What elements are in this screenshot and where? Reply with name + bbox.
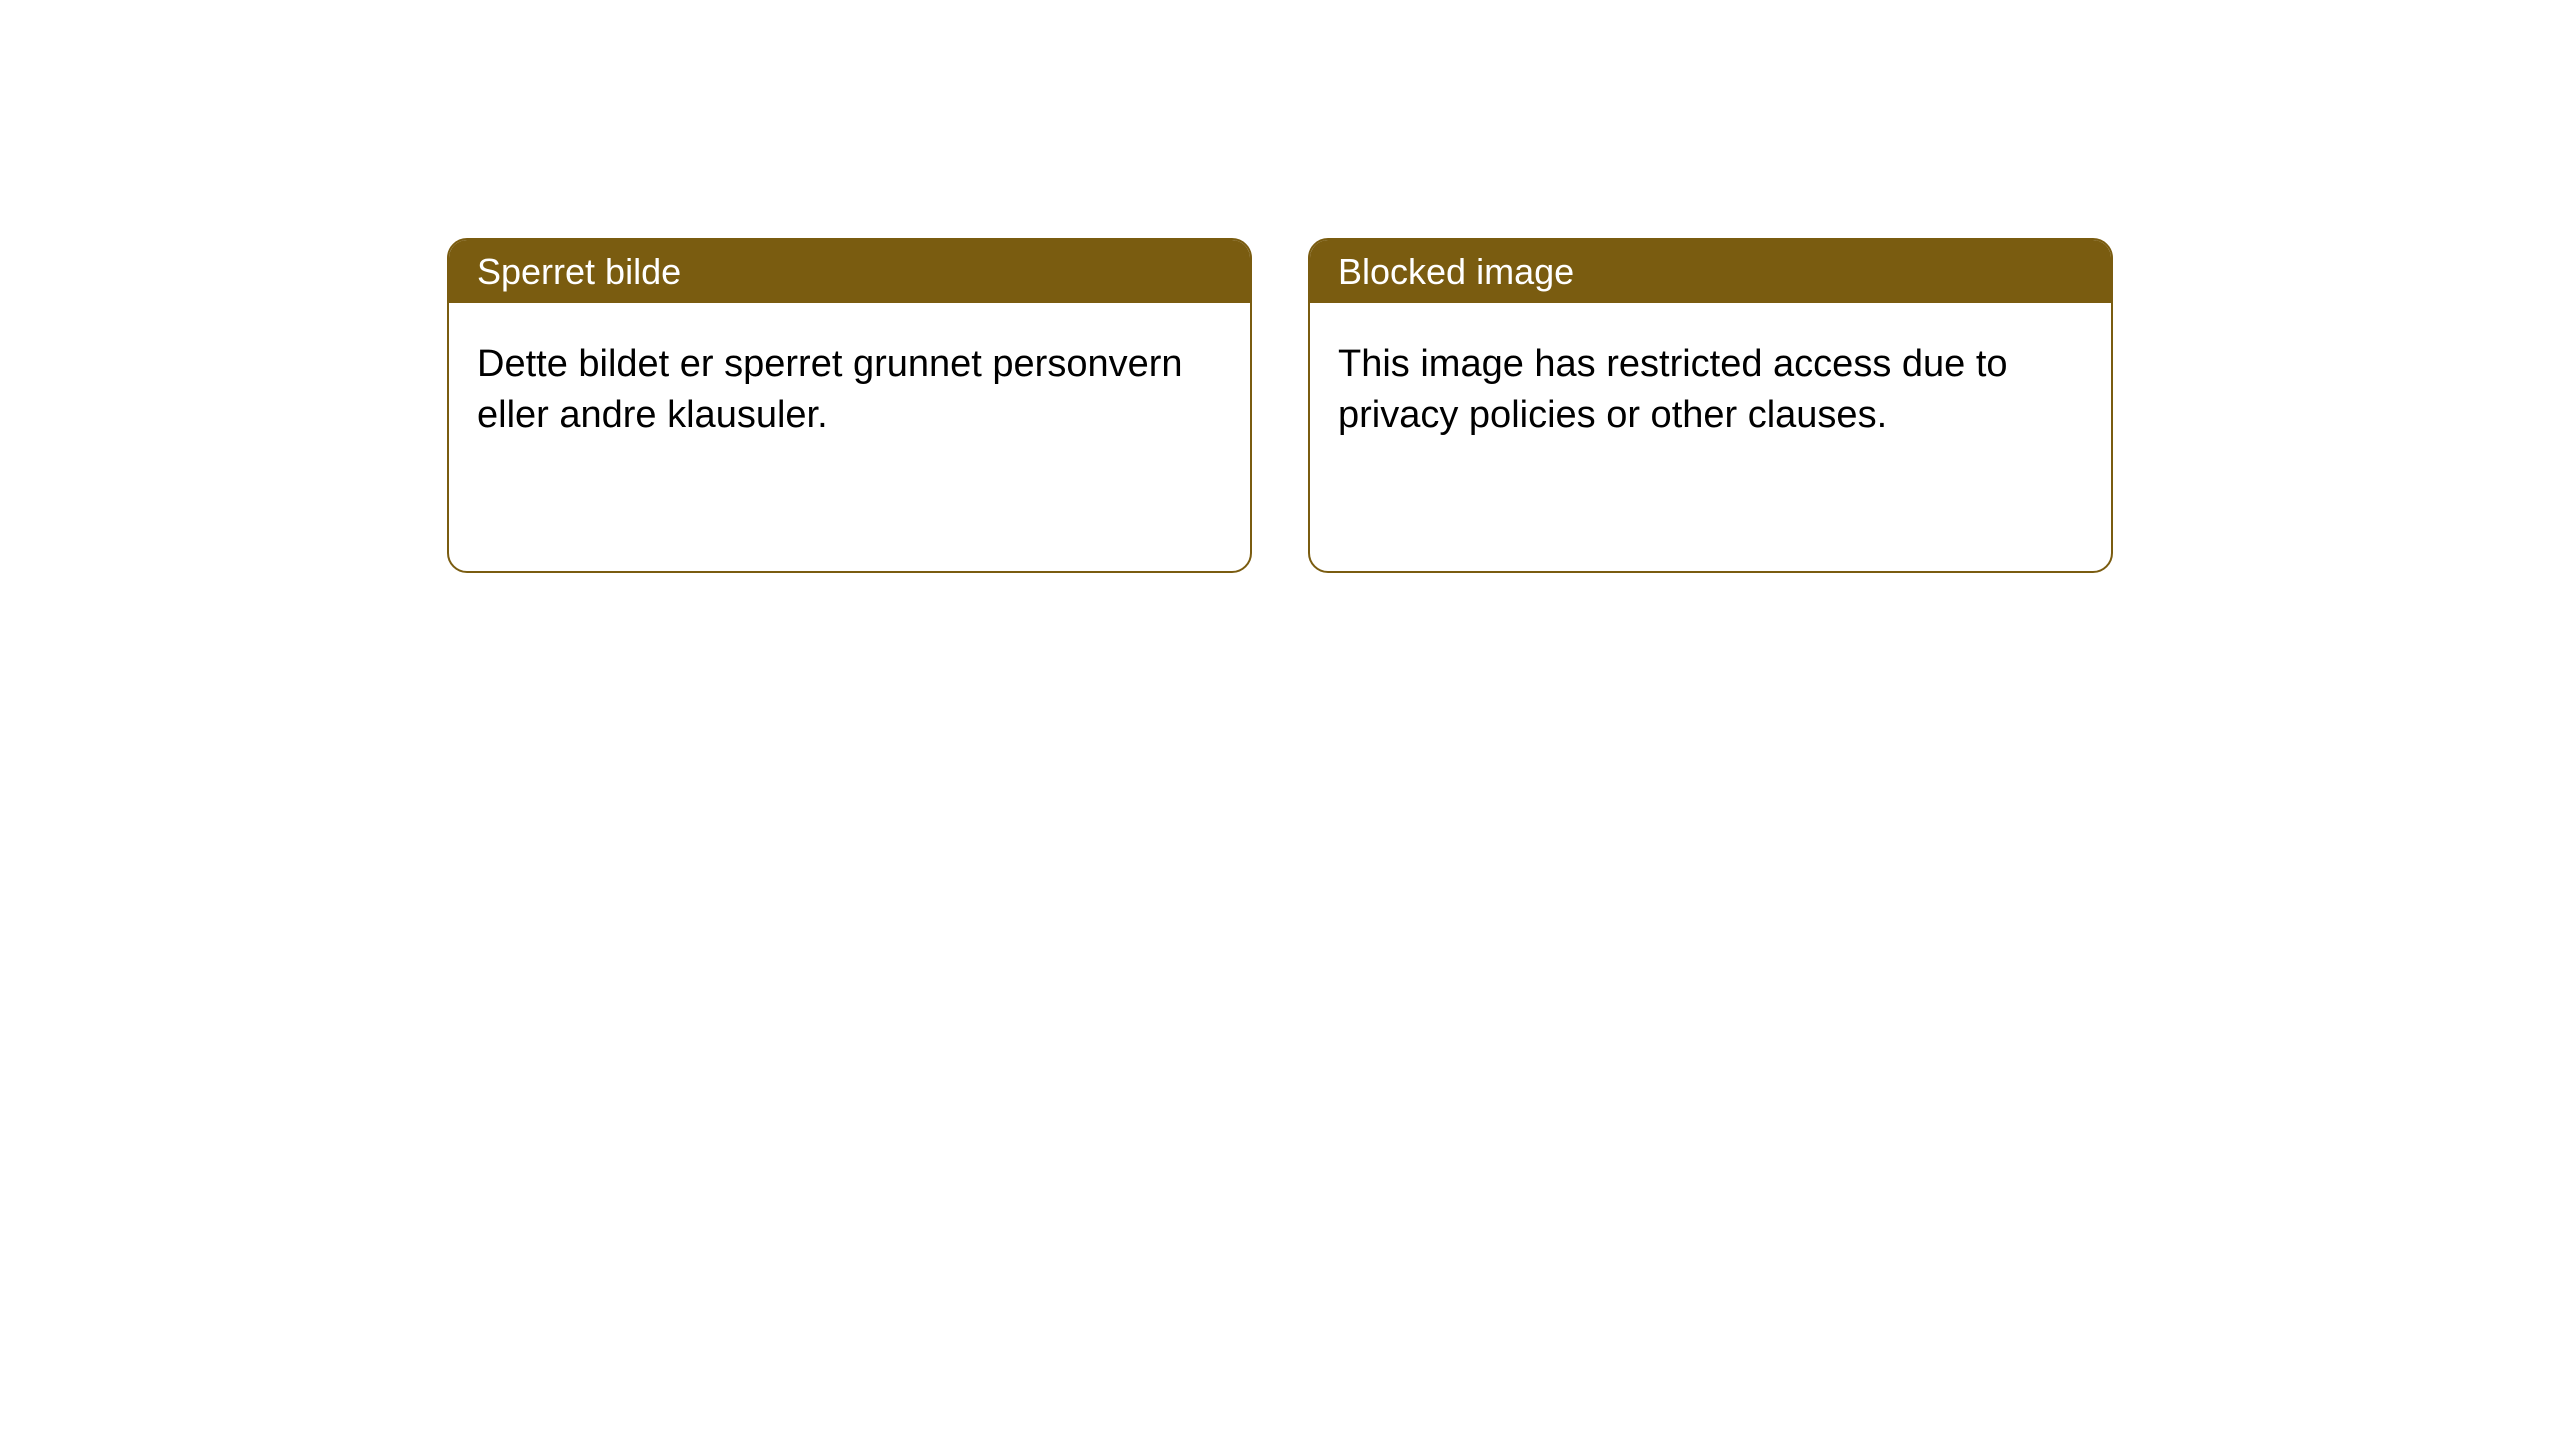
notice-container: Sperret bilde Dette bildet er sperret gr… xyxy=(0,0,2560,573)
card-header: Blocked image xyxy=(1310,240,2111,303)
card-body: This image has restricted access due to … xyxy=(1310,303,2111,478)
notice-card-english: Blocked image This image has restricted … xyxy=(1308,238,2113,573)
notice-card-norwegian: Sperret bilde Dette bildet er sperret gr… xyxy=(447,238,1252,573)
card-body: Dette bildet er sperret grunnet personve… xyxy=(449,303,1250,478)
card-header: Sperret bilde xyxy=(449,240,1250,303)
